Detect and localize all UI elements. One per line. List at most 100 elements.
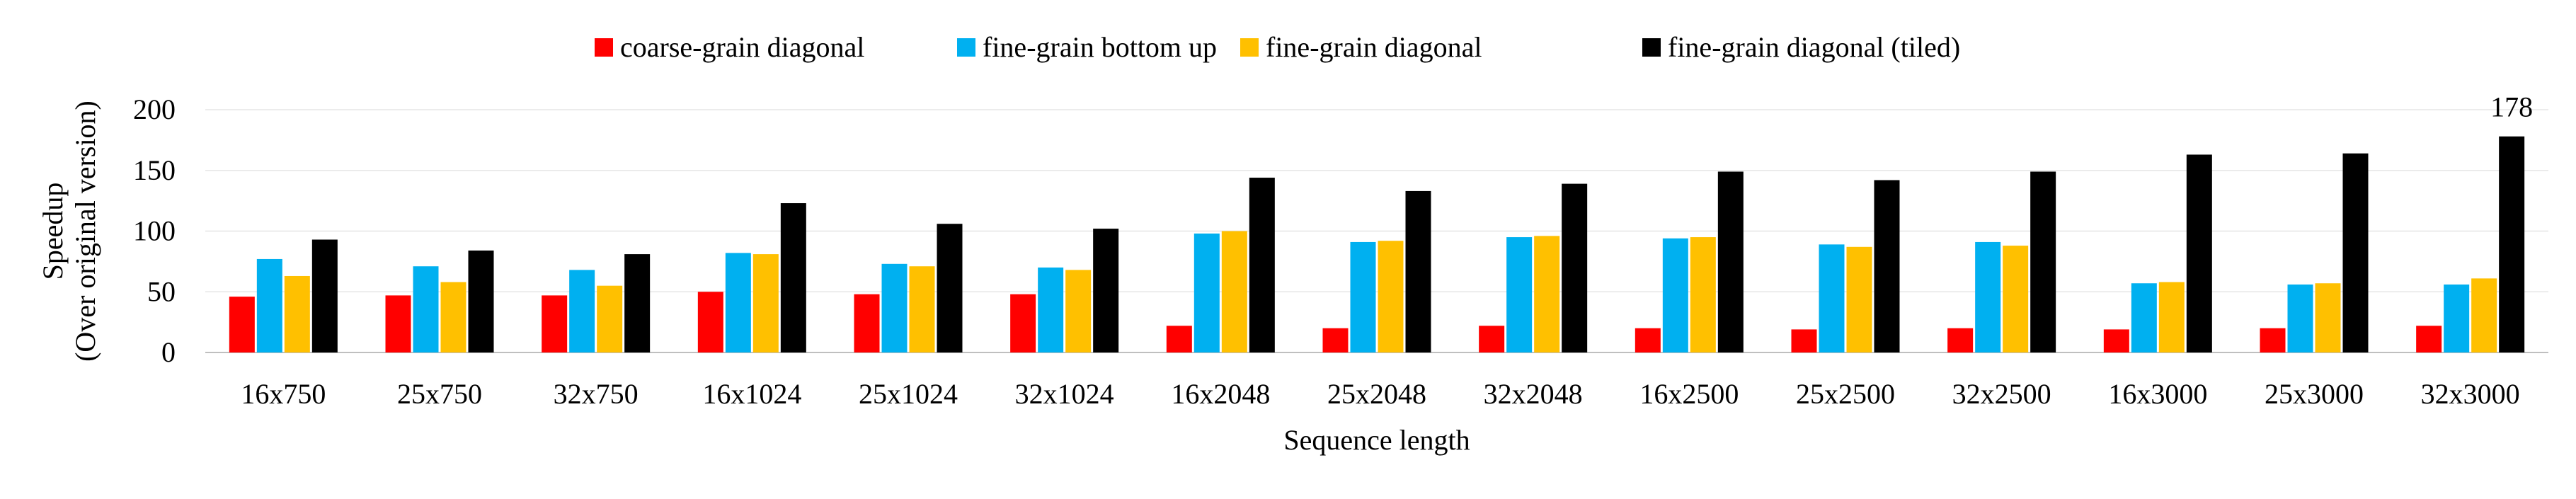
- bar: [1975, 241, 2001, 352]
- bar: [2416, 326, 2442, 352]
- bar: [440, 282, 466, 352]
- bar: [2471, 278, 2497, 352]
- legend-label: coarse-grain diagonal: [620, 31, 864, 63]
- x-tick-label: 32x2048: [1484, 378, 1583, 410]
- bar: [2444, 284, 2470, 352]
- bar: [1166, 326, 1192, 352]
- y-axis-ticks: 0 50 100 150 200: [133, 93, 176, 368]
- bar: [1010, 294, 1036, 352]
- bar: [256, 258, 282, 352]
- bar: [385, 295, 411, 352]
- legend-swatch: [1642, 38, 1661, 57]
- bar: [725, 253, 751, 352]
- bar: [2315, 283, 2341, 352]
- bar: [752, 254, 779, 352]
- bars: [229, 136, 2525, 353]
- bar: [468, 250, 494, 352]
- x-axis-title: Sequence length: [1283, 424, 1470, 456]
- legend: coarse-grain diagonal fine-grain bottom u…: [595, 31, 1960, 63]
- legend-label: fine-grain diagonal: [1266, 31, 1482, 63]
- bar: [2186, 154, 2212, 352]
- x-tick-label: 16x2500: [1639, 378, 1739, 410]
- y-axis-title-line: (Over original version): [69, 101, 101, 362]
- bar: [2103, 329, 2129, 352]
- bar: [780, 203, 806, 352]
- bar: [2030, 171, 2056, 352]
- legend-label: fine-grain bottom up: [983, 31, 1217, 63]
- bar: [1065, 270, 1092, 352]
- bar: [2131, 283, 2157, 352]
- bar: [1479, 326, 1505, 352]
- bar: [1635, 328, 1661, 352]
- bar: [881, 263, 908, 352]
- x-tick-label: 16x3000: [2108, 378, 2207, 410]
- y-axis-title-line: Speedup: [37, 183, 69, 280]
- legend-swatch: [1240, 38, 1259, 57]
- x-tick-label: 32x1024: [1015, 378, 1114, 410]
- bar: [1717, 171, 1744, 352]
- x-tick-label: 16x750: [241, 378, 326, 410]
- y-tick-label: 50: [147, 275, 176, 307]
- bar: [2499, 136, 2525, 353]
- x-tick-label: 25x3000: [2265, 378, 2364, 410]
- y-axis-title: Speedup (Over original version): [37, 101, 101, 362]
- bar: [1350, 241, 1376, 352]
- legend-swatch: [595, 38, 613, 57]
- bar: [2260, 328, 2286, 352]
- x-tick-label: 32x2500: [1952, 378, 2051, 410]
- x-tick-label: 25x2048: [1327, 378, 1426, 410]
- bar: [1093, 229, 1119, 352]
- bar: [1562, 183, 1588, 352]
- gridlines: [205, 109, 2548, 353]
- x-tick-label: 16x1024: [702, 378, 801, 410]
- x-tick-label: 16x2048: [1171, 378, 1270, 410]
- bar: [597, 285, 623, 352]
- bar: [1690, 237, 1716, 352]
- legend-swatch: [957, 38, 975, 57]
- bar: [1534, 236, 1560, 352]
- bar: [229, 297, 255, 352]
- bar: [1378, 241, 1404, 352]
- data-label: 178: [2490, 91, 2533, 123]
- bar: [937, 224, 963, 352]
- bar: [2158, 282, 2185, 352]
- bar: [1506, 237, 1533, 352]
- bar: [2003, 246, 2029, 352]
- x-tick-label: 25x2500: [1796, 378, 1895, 410]
- bar: [1846, 246, 1872, 352]
- bar: [1819, 244, 1845, 352]
- x-axis-ticks: 16x750 25x750 32x750 16x1024 25x1024 32x1024 1…: [241, 378, 2519, 410]
- bar: [2342, 153, 2369, 353]
- x-tick-label: 32x3000: [2421, 378, 2520, 410]
- bar: [1249, 178, 1275, 352]
- bar: [284, 275, 310, 352]
- bar: [1791, 329, 1817, 352]
- bar: [413, 266, 439, 352]
- y-tick-label: 100: [133, 215, 176, 247]
- bar: [854, 294, 880, 352]
- y-tick-label: 200: [133, 93, 176, 125]
- legend-label: fine-grain diagonal (tiled): [1668, 31, 1960, 63]
- bar: [697, 292, 723, 352]
- bar: [1038, 267, 1064, 352]
- bar: [624, 254, 651, 352]
- bar: [1193, 233, 1220, 352]
- x-tick-label: 25x750: [397, 378, 482, 410]
- bar: [311, 239, 338, 352]
- y-tick-label: 150: [133, 154, 176, 186]
- bar: [1947, 328, 1974, 352]
- bar: [1874, 180, 1900, 352]
- bar: [2287, 284, 2313, 352]
- x-tick-label: 32x750: [554, 378, 639, 410]
- data-labels: 178: [2490, 91, 2533, 123]
- bar: [569, 270, 595, 352]
- bar: [909, 266, 935, 352]
- bar: [1405, 190, 1431, 352]
- x-tick-label: 25x1024: [859, 378, 958, 410]
- bar: [542, 295, 568, 352]
- bar: [1322, 328, 1349, 352]
- y-tick-label: 0: [161, 336, 176, 368]
- bar: [1662, 238, 1688, 352]
